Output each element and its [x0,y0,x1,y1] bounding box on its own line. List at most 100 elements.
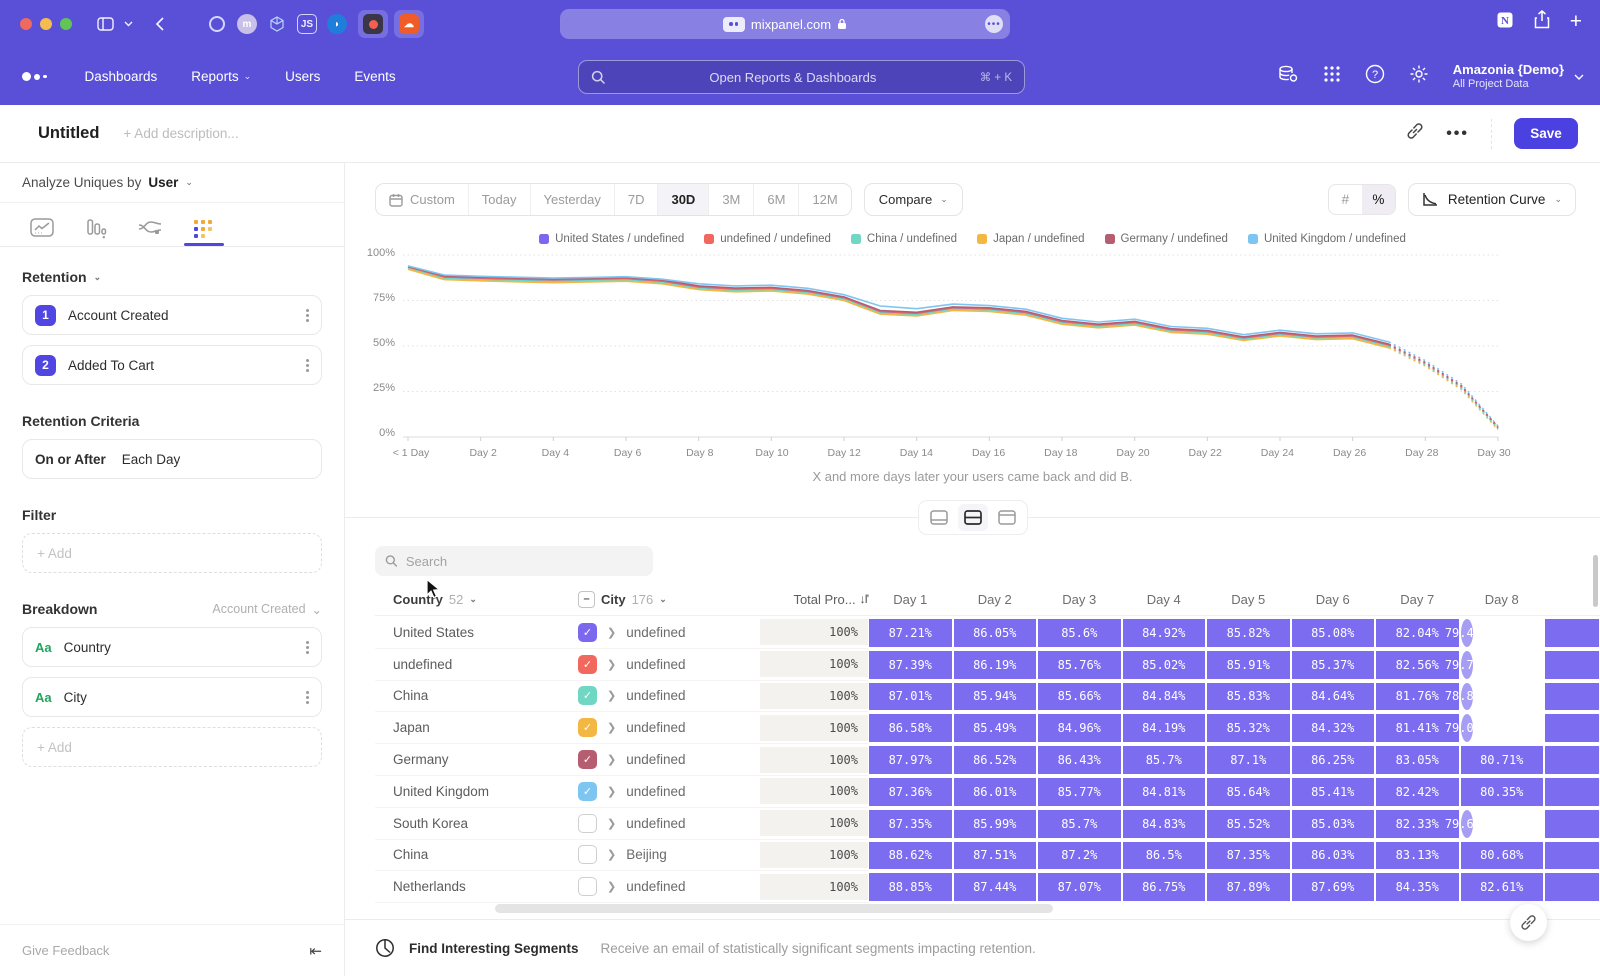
column-header-country[interactable]: Country 52 ⌄ [393,591,477,607]
table-search-input[interactable] [405,553,643,569]
chart-type-selector[interactable]: Retention Curve ⌄ [1407,183,1576,216]
mode-count[interactable]: # [1341,192,1350,207]
url-more-icon[interactable]: ••• [985,15,1003,33]
column-header-total[interactable]: Total Pro... ↓ǀ' [793,591,869,607]
retention-cell-day-2[interactable]: 86.52% [953,746,1036,774]
retention-cell-day-3[interactable]: 87.07% [1038,873,1121,902]
retention-cell-day-3[interactable]: 84.96% [1038,714,1121,743]
range-6m[interactable]: 6M [753,184,798,215]
retention-cell-day-5[interactable]: 85.64% [1207,777,1290,806]
retention-cell-day-7[interactable]: 83.13% [1376,841,1459,870]
range-12m[interactable]: 12M [798,184,850,215]
collapse-sidebar-icon[interactable]: ⇤ [309,942,322,960]
breakdown-label[interactable]: Country [63,639,111,655]
legend-item[interactable]: Japan / undefined [977,233,1085,245]
retention-cell-day-8[interactable]: 79.05% [1445,714,1488,743]
criteria-operator[interactable]: On or After [35,451,106,467]
nav-item-reports[interactable]: Reports ⌄ [191,69,252,84]
minimize-window-button[interactable] [40,18,52,30]
row-checkbox[interactable]: ✓ [578,686,597,706]
retention-cell-day-6[interactable]: 85.08% [1291,619,1374,647]
retention-cell-day-2[interactable]: 86.19% [953,650,1036,679]
compare-button[interactable]: Compare ⌄ [863,183,963,216]
retention-cell-day-7[interactable]: 82.42% [1376,777,1459,806]
report-title[interactable]: Untitled [38,124,100,142]
column-header-day-7[interactable]: Day 7 [1400,591,1435,607]
retention-cell-day-3[interactable]: 85.66% [1038,682,1121,711]
retention-cell-day-2[interactable]: 87.44% [953,873,1036,902]
breakdown-label[interactable]: City [63,689,87,705]
tab-flows[interactable] [130,211,170,246]
analyze-value[interactable]: User [148,175,179,190]
ring-favicon[interactable] [202,10,232,38]
share-link-button[interactable] [1510,904,1547,941]
retention-cell-day-5[interactable]: 87.89% [1207,873,1290,902]
chevron-down-icon[interactable] [120,10,136,38]
horizontal-scrollbar[interactable] [495,904,1053,913]
range-3m[interactable]: 3M [708,184,753,215]
expand-row-icon[interactable]: ❯ [607,626,617,639]
nav-item-events[interactable]: Events [354,69,396,84]
retention-cell-day-8[interactable]: 79.49% [1445,619,1488,647]
retention-cell-day-8[interactable]: 79.62% [1445,809,1488,838]
retention-cell-day-8[interactable]: 79.77% [1445,650,1488,679]
add-breakdown-button[interactable]: + Add [22,727,322,767]
select-all-checkbox[interactable]: – [578,590,595,608]
retention-cell-day-8[interactable]: 82.61% [1460,873,1543,902]
retention-cell-day-7[interactable]: 82.04% [1376,619,1459,647]
settings-icon[interactable] [1409,64,1429,89]
column-header-day-5[interactable]: Day 5 [1231,591,1266,607]
range-yesterday[interactable]: Yesterday [529,184,614,215]
new-tab-icon[interactable]: + [1569,10,1582,33]
row-checkbox[interactable] [578,845,597,865]
row-checkbox[interactable] [578,877,597,897]
retention-cell-day-5[interactable]: 85.32% [1207,714,1290,743]
retention-cell-day-3[interactable]: 87.2% [1038,841,1121,870]
expand-row-icon[interactable]: ❯ [607,817,617,830]
retention-cell-day-4[interactable]: 84.81% [1122,777,1205,806]
legend-item[interactable]: China / undefined [850,233,957,245]
retention-chart[interactable] [403,253,1503,445]
retention-cell-day-6[interactable]: 86.25% [1291,746,1374,774]
legend-item[interactable]: United States / undefined [539,233,684,245]
analyze-uniques-row[interactable]: Analyze Uniques by User ⌄ [0,163,344,203]
table-search[interactable] [375,546,653,576]
soundcloud-favicon[interactable]: ☁ [394,10,424,38]
retention-criteria-card[interactable]: On or After Each Day [22,439,322,479]
retention-cell-day-8[interactable]: 78.87% [1445,682,1488,711]
range-7d[interactable]: 7D [613,184,658,215]
retention-cell-day-8[interactable]: 80.35% [1460,777,1543,806]
retention-cell-day-7[interactable]: 84.35% [1376,873,1459,902]
retention-cell-day-6[interactable]: 84.64% [1291,682,1374,711]
retention-cell-day-6[interactable]: 87.69% [1291,873,1374,902]
retention-cell-day-3[interactable]: 85.7% [1038,809,1121,838]
retention-cell-day-4[interactable]: 85.7% [1122,746,1205,774]
expand-row-icon[interactable]: ❯ [607,849,617,862]
expand-row-icon[interactable]: ❯ [607,658,617,671]
step-event-label[interactable]: Account Created [68,307,169,323]
retention-cell-day-1[interactable]: 87.21% [869,619,952,647]
retention-cell-day-1[interactable]: 87.97% [869,746,952,774]
row-checkbox[interactable]: ✓ [578,622,597,642]
retention-cell-day-7[interactable]: 83.05% [1376,746,1459,774]
row-checkbox[interactable]: ✓ [578,750,597,770]
retention-cell-day-4[interactable]: 86.5% [1122,841,1205,870]
row-checkbox[interactable]: ✓ [578,654,597,674]
avatar-favicon[interactable]: m [232,10,262,38]
window-controls[interactable] [20,18,72,30]
segments-title[interactable]: Find Interesting Segments [409,940,579,956]
more-options-icon[interactable]: ••• [1446,124,1469,142]
help-icon[interactable]: ? [1365,64,1385,89]
row-checkbox[interactable]: ✓ [578,718,597,738]
tab-retention[interactable] [184,211,224,246]
share-icon[interactable] [1534,10,1550,34]
retention-cell-day-8[interactable]: 80.71% [1460,746,1543,774]
expand-row-icon[interactable]: ❯ [607,690,617,703]
column-header-day-3[interactable]: Day 3 [1062,591,1097,607]
retention-cell-day-3[interactable]: 85.76% [1038,650,1121,679]
kebab-menu-icon[interactable] [306,690,309,704]
retention-cell-day-4[interactable]: 84.83% [1122,809,1205,838]
retention-step-1[interactable]: 1 Account Created [22,295,322,335]
criteria-value[interactable]: Each Day [121,451,181,467]
breakdown-country[interactable]: Aa Country [22,627,322,667]
